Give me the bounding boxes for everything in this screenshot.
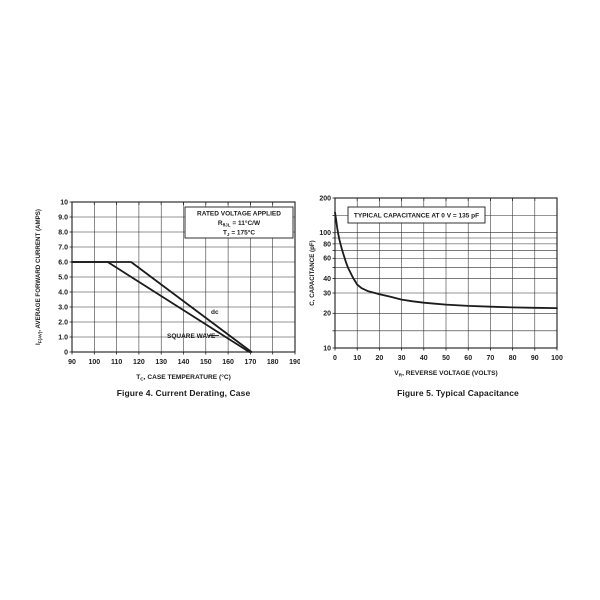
figure4-ytick-7.0: 7.0 (58, 244, 68, 251)
figure5-xtick-100: 100 (551, 355, 563, 362)
figure5-annotation-box: TYPICAL CAPACITANCE AT 0 V = 135 pF (347, 206, 486, 224)
figure4-ytick-1.0: 1.0 (58, 334, 68, 341)
figure5-ytick-200: 200 (319, 195, 331, 202)
figure5-ytick-60: 60 (323, 256, 331, 263)
figure5-xtick-20: 20 (376, 355, 384, 362)
figure5-x-axis-label: VR, REVERSE VOLTAGE (VOLTS) (394, 370, 497, 379)
figure5-xtick-40: 40 (420, 355, 428, 362)
figure4-xtick-190: 190 (289, 359, 300, 366)
figure5-xtick-70: 70 (487, 355, 495, 362)
figure4-ytick-0: 0 (64, 349, 68, 356)
figure4-x-tick-labels: 90 100 110 120 130 140 150 160 170 180 190 (68, 359, 300, 366)
figure4-x-axis-label: TC, CASE TEMPERATURE (°C) (136, 373, 231, 383)
figure4-ytick-3.0: 3.0 (58, 304, 68, 311)
figure5-series-capacitance (334, 211, 558, 309)
figure4-xtick-140: 140 (178, 359, 190, 366)
figure4-xtick-120: 120 (133, 359, 145, 366)
figure4-caption: Figure 4. Current Derating, Case (116, 388, 251, 398)
figure5-caption: Figure 5. Typical Capacitance (397, 388, 519, 398)
figure5-y-tick-labels: 200 100 80 60 40 30 20 10 (319, 195, 331, 352)
figure4-annotation-line-3: TJ = 175°C (223, 228, 255, 237)
figure4-annotation-box: RATED VOLTAGE APPLIED RθJL = 11°C/WTJ = 1… (184, 206, 294, 239)
figure4-ytick-6.0: 6.0 (58, 259, 68, 266)
figure5-ytick-30: 30 (323, 290, 331, 297)
figure4-block: RATED VOLTAGE APPLIED RθJL = 11°C/W TJ = 1… (30, 194, 300, 408)
figure5-chart: TYPICAL CAPACITANCE AT 0 V = 135 pF0 10 20… (309, 195, 563, 379)
figure4-plot-border (71, 201, 296, 353)
figure5-y-axis-label: C, CAPACITANCE (pF) (309, 240, 316, 305)
figure5-xtick-30: 30 (398, 355, 406, 362)
figure5-ytick-100: 100 (319, 230, 331, 237)
figure4-annotation-line-1: RATED VOLTAGE APPLIED (197, 210, 281, 217)
figure4-series-label-dc: dc (211, 309, 219, 316)
figure5-xtick-60: 60 (464, 355, 472, 362)
figure4-ytick-9.0: 9.0 (58, 214, 68, 221)
figure4-ytick-10: 10 (60, 199, 68, 206)
figure5-ytick-10: 10 (323, 345, 331, 352)
figure4-xtick-180: 180 (267, 359, 279, 366)
figure5-xtick-0: 0 (333, 355, 337, 362)
figure4-y-axis-label: IF(AV), AVERAGE FORWARD CURRENT (AMPS) (35, 209, 43, 345)
figure4-annotation-line-2: RθJL = 11°C/W (218, 219, 261, 228)
figure4-chart: RATED VOLTAGE APPLIED RθJL = 11°C/WTJ = 1… (35, 199, 300, 383)
figure5-plot-border (334, 197, 558, 349)
figure5-xtick-10: 10 (353, 355, 361, 362)
figure5-x-tick-labels: 0 10 20 30 40 50 60 70 80 90 100 (333, 355, 563, 362)
figure4-ytick-4.0: 4.0 (58, 289, 68, 296)
figure4-xtick-100: 100 (88, 359, 100, 366)
figure5-ytick-80: 80 (323, 241, 331, 248)
figure5-xtick-50: 50 (442, 355, 450, 362)
figure4-y-tick-labels: 0 1.0 2.0 3.0 4.0 5.0 6.0 7.0 8.0 9.0 10 (58, 199, 68, 356)
figure4-xtick-150: 150 (200, 359, 212, 366)
figure5-block: TYPICAL CAPACITANCE AT 0 V = 135 pF 0 10 20… (305, 190, 565, 408)
figure4-xtick-160: 160 (222, 359, 234, 366)
figure4-series-square-wave (71, 261, 251, 353)
figure5-ytick-40: 40 (323, 276, 331, 283)
figure5-xtick-90: 90 (531, 355, 539, 362)
figure5-ytick-20: 20 (323, 311, 331, 318)
figure4-series-label-square-wave: SQUARE WAVE (167, 333, 216, 340)
figure4-ytick-5.0: 5.0 (58, 274, 68, 281)
figure4-xtick-90: 90 (68, 359, 76, 366)
figure5-xtick-80: 80 (509, 355, 517, 362)
figure4-ytick-2.0: 2.0 (58, 319, 68, 326)
figure4-xtick-170: 170 (245, 359, 257, 366)
figure4-xtick-130: 130 (155, 359, 167, 366)
figure4-xtick-110: 110 (111, 359, 122, 366)
figure4-ytick-8.0: 8.0 (58, 229, 68, 236)
figure5-annotation-line-1: TYPICAL CAPACITANCE AT 0 V = 135 pF (354, 212, 479, 219)
